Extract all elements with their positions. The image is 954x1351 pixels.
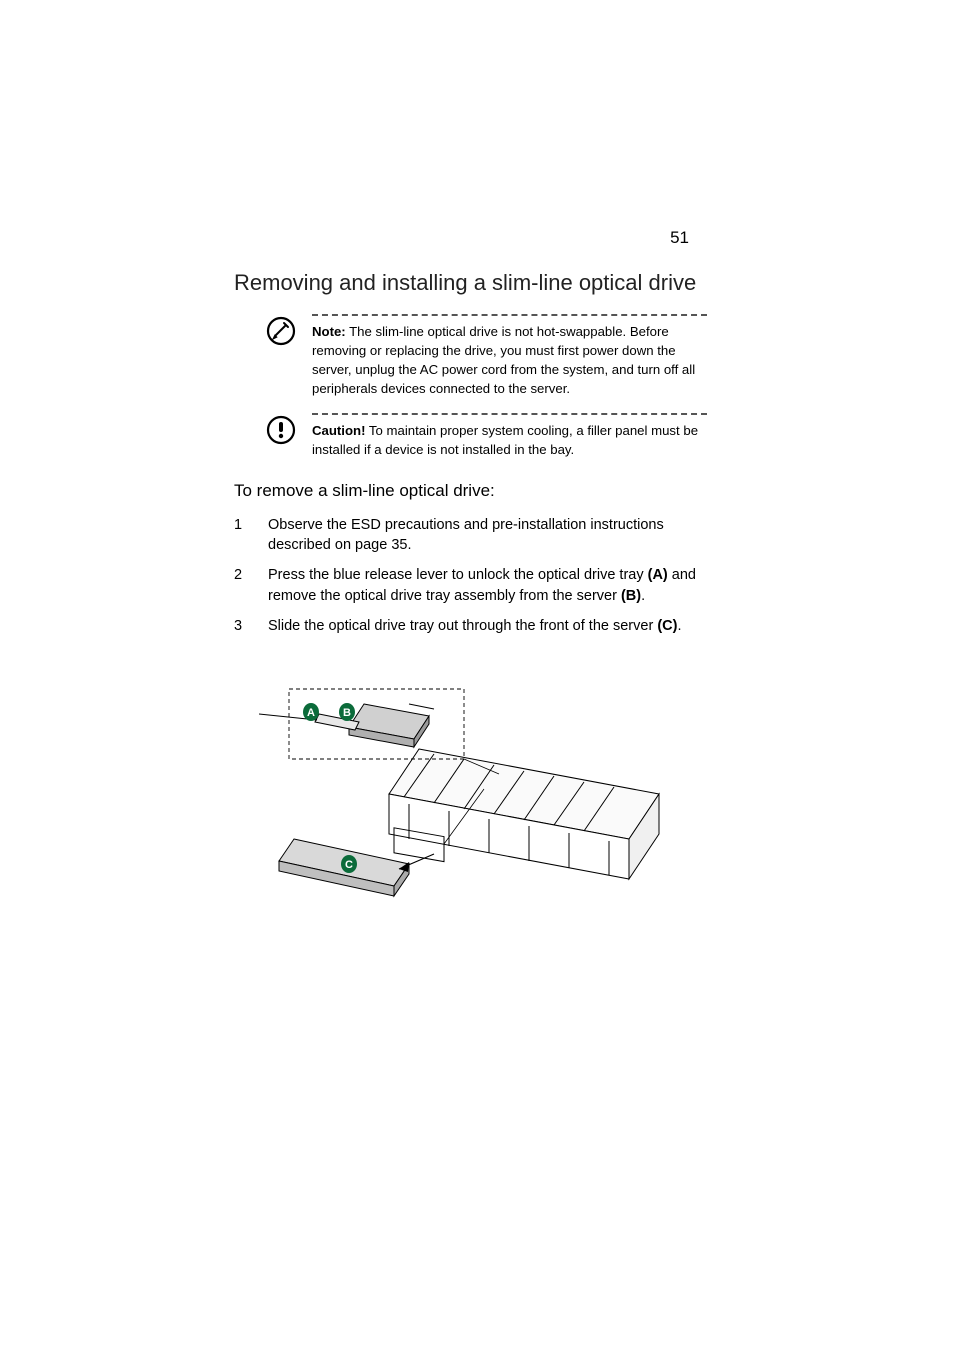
note-icon — [266, 316, 300, 351]
caution-label: Caution! — [312, 423, 365, 438]
note-body: The slim-line optical drive is not hot-s… — [312, 324, 695, 396]
step-num: 2 — [234, 565, 268, 606]
diagram-figure: A B C — [234, 654, 704, 934]
note-callout: Note: The slim-line optical drive is not… — [266, 314, 704, 399]
caution-divider — [312, 413, 707, 415]
step-num: 1 — [234, 515, 268, 556]
step-num: 3 — [234, 616, 268, 636]
procedure-title: To remove a slim-line optical drive: — [234, 481, 704, 501]
svg-text:A: A — [307, 707, 315, 719]
section-title: Removing and installing a slim-line opti… — [234, 270, 704, 296]
label-C: C — [341, 855, 357, 873]
note-label: Note: — [312, 324, 346, 339]
caution-text: Caution! To maintain proper system cooli… — [312, 421, 707, 459]
caution-callout: Caution! To maintain proper system cooli… — [266, 413, 704, 459]
caution-icon — [266, 415, 300, 450]
step-2: 2 Press the blue release lever to unlock… — [234, 565, 704, 606]
page-number: 51 — [670, 228, 689, 248]
step-1: 1 Observe the ESD precautions and pre-in… — [234, 515, 704, 556]
content-area: Removing and installing a slim-line opti… — [234, 270, 704, 934]
label-B: B — [339, 703, 355, 721]
svg-text:C: C — [345, 859, 353, 871]
note-text: Note: The slim-line optical drive is not… — [312, 322, 707, 399]
label-A: A — [303, 703, 319, 721]
server-chassis — [389, 749, 659, 879]
caution-body: To maintain proper system cooling, a fil… — [312, 423, 698, 457]
svg-text:B: B — [343, 707, 351, 719]
step-3: 3 Slide the optical drive tray out throu… — [234, 616, 704, 636]
step-text: Press the blue release lever to unlock t… — [268, 565, 704, 606]
step-text: Observe the ESD precautions and pre-inst… — [268, 515, 704, 556]
step-text: Slide the optical drive tray out through… — [268, 616, 704, 636]
note-divider — [312, 314, 707, 316]
